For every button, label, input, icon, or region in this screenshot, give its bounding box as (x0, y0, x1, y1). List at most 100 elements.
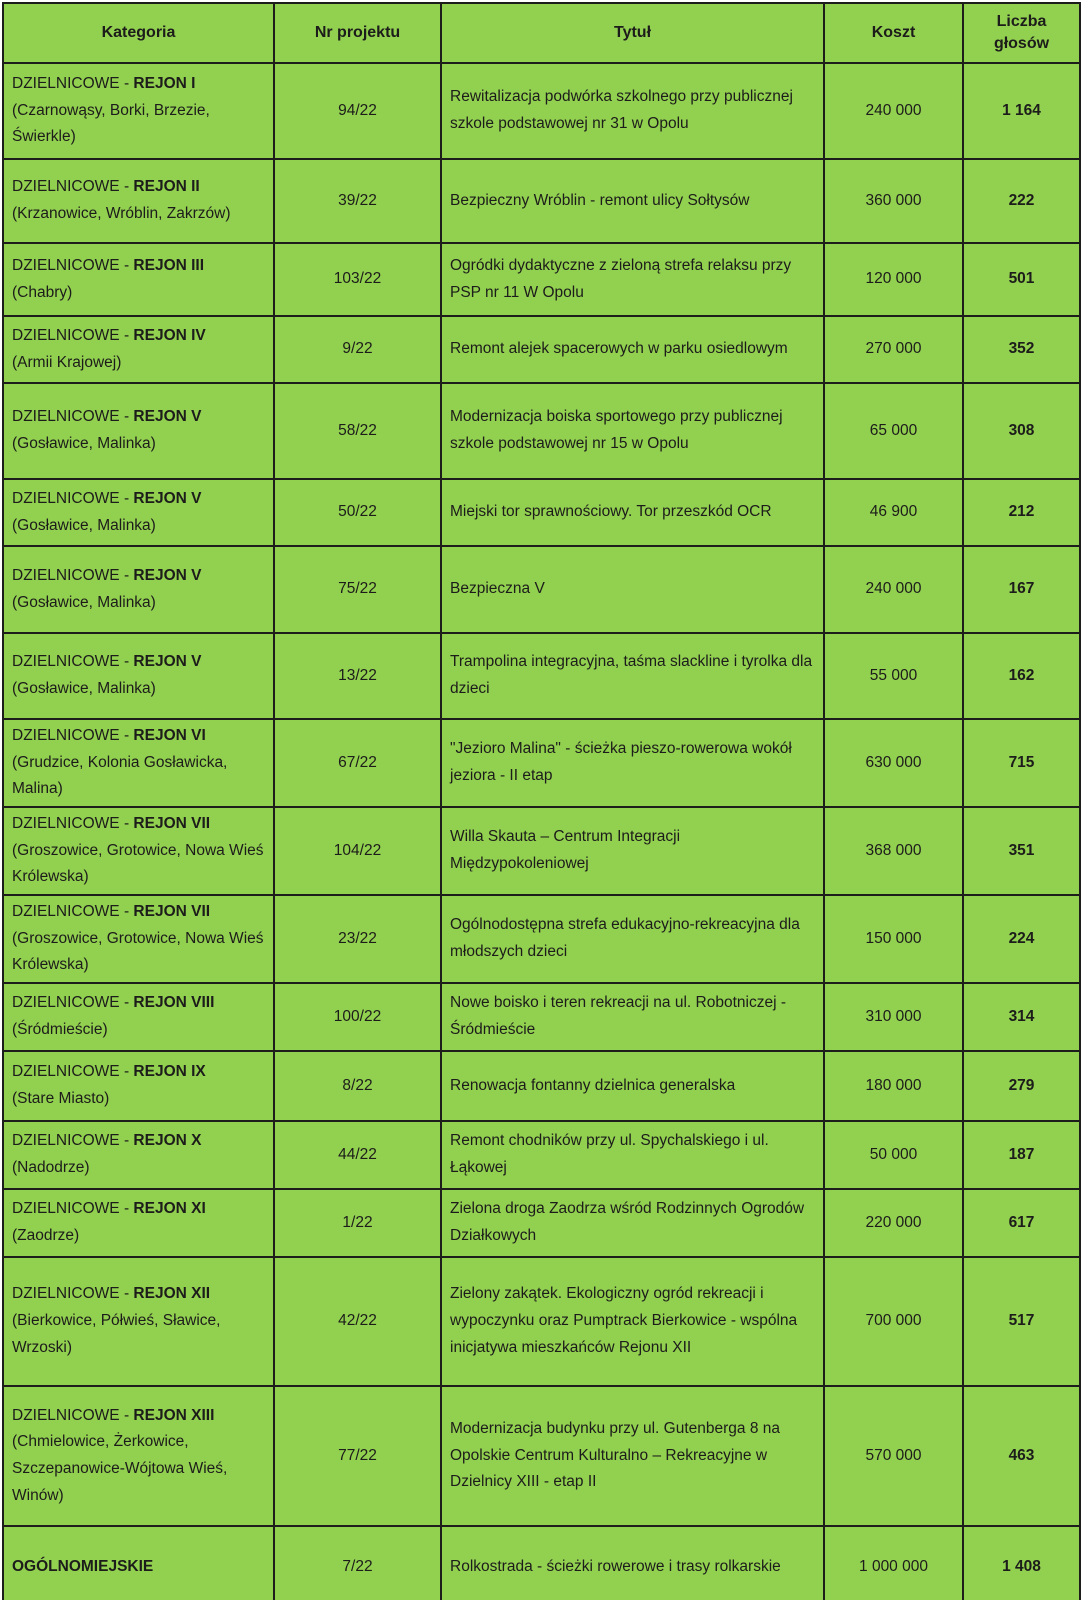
votes-cell: 617 (962, 1187, 1081, 1258)
cost-cell: 240 000 (823, 62, 964, 160)
table-row: DZIELNICOWE - REJON V (Gosławice, Malink… (2, 632, 1081, 720)
category-label: DZIELNICOWE - (12, 489, 134, 507)
category-cell: DZIELNICOWE - REJON III (Chabry) (2, 242, 275, 317)
project-number-cell: 42/22 (273, 1255, 442, 1387)
title-cell: Nowe boisko i teren rekreacji na ul. Rob… (440, 981, 825, 1052)
column-header-liczba-glosow: Liczba głosów (962, 2, 1081, 64)
table-row: DZIELNICOWE - REJON IV (Armii Krajowej) … (2, 315, 1081, 384)
category-districts: (Nadodrze) (12, 1158, 90, 1176)
project-number-cell: 39/22 (273, 158, 442, 244)
category-main-line: DZIELNICOWE - REJON V (12, 563, 265, 590)
cost-cell: 180 000 (823, 1049, 964, 1122)
category-region: REJON I (133, 75, 196, 93)
category-label: DZIELNICOWE - (12, 1285, 134, 1303)
category-cell: DZIELNICOWE - REJON VI (Grudzice, Koloni… (2, 718, 275, 808)
table-row: DZIELNICOWE - REJON IX (Stare Miasto) 8/… (2, 1049, 1081, 1122)
table-row: DZIELNICOWE - REJON VII (Groszowice, Gro… (2, 805, 1081, 896)
category-label: DZIELNICOWE - (12, 814, 134, 832)
project-number-cell: 13/22 (273, 632, 442, 720)
project-number-cell: 23/22 (273, 893, 442, 984)
title-cell: "Jezioro Malina" - ścieżka pieszo-rowero… (440, 718, 825, 808)
project-number-cell: 58/22 (273, 382, 442, 480)
category-districts: (Gosławice, Malinka) (12, 516, 156, 534)
category-cell: DZIELNICOWE - REJON V (Gosławice, Malink… (2, 632, 275, 720)
category-districts: (Krzanowice, Wróblin, Zakrzów) (12, 205, 231, 222)
title-cell: Rewitalizacja podwórka szkolnego przy pu… (440, 62, 825, 160)
category-districts: (Groszowice, Grotowice, Nowa Wieś Królew… (12, 841, 264, 886)
table-row: DZIELNICOWE - REJON V (Gosławice, Malink… (2, 545, 1081, 634)
cost-cell: 65 000 (823, 382, 964, 480)
votes-cell: 222 (962, 158, 1081, 244)
category-label: DZIELNICOWE - (12, 902, 134, 920)
category-districts: (Groszowice, Grotowice, Nowa Wieś Królew… (12, 929, 264, 974)
category-main-line: DZIELNICOWE - REJON V (12, 649, 265, 676)
project-number-cell: 1/22 (273, 1187, 442, 1258)
category-region: REJON III (133, 256, 205, 274)
votes-cell: 463 (962, 1384, 1081, 1527)
table-row: DZIELNICOWE - REJON XII (Bierkowice, Pół… (2, 1255, 1081, 1387)
cost-cell: 630 000 (823, 718, 964, 808)
category-region: REJON VIII (133, 994, 215, 1012)
title-cell: Bezpieczna V (440, 545, 825, 634)
category-main-line: DZIELNICOWE - REJON XIII (12, 1403, 265, 1430)
project-number-cell: 67/22 (273, 718, 442, 808)
column-header-nr-projektu: Nr projektu (273, 2, 442, 64)
category-main-line: OGÓLNOMIEJSKIE (12, 1554, 265, 1581)
cost-cell: 310 000 (823, 981, 964, 1052)
category-label: DZIELNICOWE - (12, 408, 134, 426)
votes-cell: 308 (962, 382, 1081, 480)
category-region: OGÓLNOMIEJSKIE (12, 1558, 154, 1576)
category-districts: (Armii Krajowej) (12, 353, 122, 371)
table-row: DZIELNICOWE - REJON X (Nadodrze) 44/22 R… (2, 1119, 1081, 1190)
category-cell: DZIELNICOWE - REJON IV (Armii Krajowej) (2, 315, 275, 384)
cost-cell: 1 000 000 (823, 1524, 964, 1600)
column-header-koszt: Koszt (823, 2, 964, 64)
category-main-line: DZIELNICOWE - REJON XI (12, 1196, 265, 1223)
project-number-cell: 100/22 (273, 981, 442, 1052)
category-main-line: DZIELNICOWE - REJON I (12, 71, 265, 98)
cost-cell: 270 000 (823, 315, 964, 384)
table-row: DZIELNICOWE - REJON XIII (Chmielowice, Ż… (2, 1384, 1081, 1527)
cost-cell: 360 000 (823, 158, 964, 244)
category-main-line: DZIELNICOWE - REJON X (12, 1128, 265, 1155)
category-region: REJON V (133, 489, 202, 507)
votes-cell: 715 (962, 718, 1081, 808)
category-label: DZIELNICOWE - (12, 994, 134, 1012)
category-main-line: DZIELNICOWE - REJON VI (12, 723, 265, 750)
category-region: REJON VII (133, 902, 211, 920)
category-label: DZIELNICOWE - (12, 1063, 134, 1081)
category-districts: (Grudzice, Kolonia Gosławicka, Malina) (12, 753, 228, 798)
category-districts: (Śródmieście) (12, 1020, 108, 1038)
category-region: REJON VII (133, 814, 211, 832)
table-row: DZIELNICOWE - REJON III (Chabry) 103/22 … (2, 242, 1081, 317)
project-number-cell: 50/22 (273, 478, 442, 547)
votes-cell: 501 (962, 242, 1081, 317)
votes-cell: 279 (962, 1049, 1081, 1122)
table-row: DZIELNICOWE - REJON VI (Grudzice, Koloni… (2, 718, 1081, 808)
votes-cell: 517 (962, 1255, 1081, 1387)
category-region: REJON IX (133, 1063, 206, 1081)
title-cell: Ogólnodostępna strefa edukacyjno-rekreac… (440, 893, 825, 984)
project-number-cell: 77/22 (273, 1384, 442, 1527)
table-row: DZIELNICOWE - REJON VIII (Śródmieście) 1… (2, 981, 1081, 1052)
title-cell: Bezpieczny Wróblin - remont ulicy Sołtys… (440, 158, 825, 244)
table-row: DZIELNICOWE - REJON XI (Zaodrze) 1/22 Zi… (2, 1187, 1081, 1258)
category-cell: DZIELNICOWE - REJON VII (Groszowice, Gro… (2, 893, 275, 984)
project-number-cell: 104/22 (273, 805, 442, 896)
category-districts: (Chmielowice, Żerkowice, Szczepanowice-W… (12, 1433, 228, 1504)
cost-cell: 50 000 (823, 1119, 964, 1190)
table-header: Kategoria Nr projektu Tytuł Koszt Liczba… (2, 2, 1081, 64)
votes-cell: 212 (962, 478, 1081, 547)
cost-cell: 220 000 (823, 1187, 964, 1258)
table-row: DZIELNICOWE - REJON VII (Groszowice, Gro… (2, 893, 1081, 984)
category-districts: (Gosławice, Malinka) (12, 593, 156, 611)
category-cell: DZIELNICOWE - REJON X (Nadodrze) (2, 1119, 275, 1190)
category-label: DZIELNICOWE - (12, 178, 134, 196)
category-cell: DZIELNICOWE - REJON XI (Zaodrze) (2, 1187, 275, 1258)
category-main-line: DZIELNICOWE - REJON VII (12, 811, 265, 838)
cost-cell: 700 000 (823, 1255, 964, 1387)
category-cell: DZIELNICOWE - REJON V (Gosławice, Malink… (2, 478, 275, 547)
category-districts: (Bierkowice, Półwieś, Sławice, Wrzoski) (12, 1312, 221, 1356)
votes-cell: 1 408 (962, 1524, 1081, 1600)
votes-cell: 187 (962, 1119, 1081, 1190)
